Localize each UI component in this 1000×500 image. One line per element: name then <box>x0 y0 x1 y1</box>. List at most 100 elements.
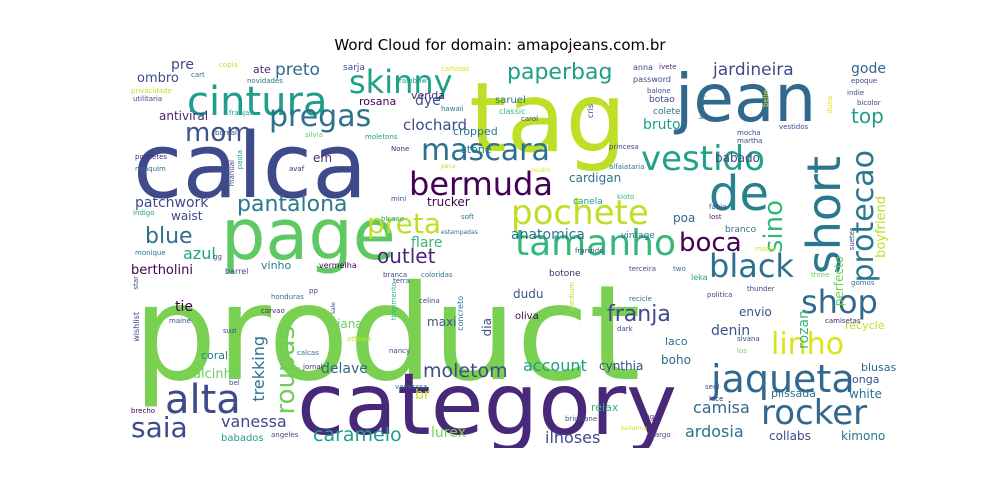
word-cardigan: cardigan <box>569 171 622 185</box>
word-bailarina: bailarina <box>621 425 648 432</box>
word-black: black <box>709 247 794 285</box>
word-manual: manual <box>228 160 236 187</box>
word-mini: mini <box>391 195 407 203</box>
word-botao: botao <box>649 95 675 105</box>
word-category: category <box>297 355 678 448</box>
word-flare: flare <box>411 235 443 251</box>
word-privacidade: privacidade <box>131 87 172 95</box>
word-lost: lost <box>709 213 722 221</box>
word-maine: maine <box>169 317 191 325</box>
word-bruto: bruto <box>643 117 681 133</box>
word-plissada: plissada <box>771 387 817 400</box>
word-carvao: carvao <box>261 307 285 315</box>
word-sale: sale <box>330 302 337 315</box>
word-neutro: neutro <box>531 167 551 174</box>
word-delave: delave <box>321 361 368 377</box>
word-terceira: terceira <box>629 265 657 273</box>
word-none: None <box>391 145 410 153</box>
word-page: page <box>221 194 396 276</box>
word-rainbow: rainbow <box>399 77 427 85</box>
word-longa: longa <box>849 373 880 386</box>
word-product: product <box>133 257 641 411</box>
word-nanquim: nanquim <box>135 165 166 173</box>
word-thunder: thunder <box>747 285 775 293</box>
word-envio: envio <box>739 305 772 319</box>
word-jaqueta: jaqueta <box>711 357 855 401</box>
word-three: three <box>811 271 830 279</box>
word-concreto: concreto <box>456 296 465 331</box>
word-stone: stone <box>461 143 492 156</box>
word-vanesssa: vanesssa <box>395 383 428 391</box>
word-princesa: princesa <box>609 143 639 151</box>
word-fabia: fabia <box>709 203 727 211</box>
word-carol: carol <box>521 115 539 123</box>
word-jardineira: jardineira <box>713 60 794 80</box>
word-roupas: roupas <box>271 326 301 415</box>
word-sueter: sueter <box>848 228 856 251</box>
word-boca: boca <box>679 228 742 258</box>
word-paola: paola <box>236 150 244 170</box>
word-trucker: trucker <box>427 195 470 209</box>
word-botone: botone <box>549 269 581 279</box>
word-franja: franja <box>607 302 671 327</box>
page-title: Word Cloud for domain: amapojeans.com.br <box>334 36 666 54</box>
word-branca: branca <box>383 271 408 279</box>
word-laco: laco <box>665 335 688 348</box>
word-brecho: brecho <box>131 407 156 415</box>
word-silvia: silvia <box>305 131 323 139</box>
word-dye: dye <box>415 93 441 109</box>
word-franzido: franzido <box>575 247 604 255</box>
word-de: de <box>709 166 769 222</box>
word-honduras: honduras <box>271 293 304 301</box>
word-kioto: kioto <box>617 193 635 201</box>
word-lurex: lurex <box>431 425 466 441</box>
word-copia: copia <box>219 61 238 69</box>
word-blue: blue <box>145 224 193 249</box>
word-vestidos: vestidos <box>779 123 809 131</box>
word-ate: ate <box>253 63 271 76</box>
word-balone: balone <box>647 87 671 95</box>
word-tie: tie <box>175 299 193 315</box>
word-jean: jean <box>675 60 817 137</box>
word-ottawa: ottawa <box>347 335 372 343</box>
word-bertholini: bertholini <box>131 263 193 278</box>
word-ardosia: ardosia <box>685 422 744 441</box>
word-mocha: mocha <box>737 129 761 137</box>
word-bermuda: bermuda <box>409 165 553 203</box>
word-pochetes: pochetes <box>135 153 168 161</box>
word-poa: poa <box>673 211 696 225</box>
word-utilitaria: utilitaria <box>133 95 163 103</box>
word-maxi: maxi <box>427 315 457 329</box>
word-nancy: nancy <box>389 347 411 355</box>
word-ivete: ivete <box>659 63 677 71</box>
word-rocker: rocker <box>761 393 868 433</box>
word-monique: monique <box>135 249 166 257</box>
word-jornal: jornal <box>303 363 323 371</box>
word-rosana: rosana <box>359 95 397 108</box>
word-perfecto: perfecto <box>832 256 846 307</box>
word-gomos: gomos <box>851 279 875 287</box>
word-leka: leka <box>691 273 708 282</box>
word-azul: azul <box>183 244 216 263</box>
word-vintage: vintage <box>621 231 655 241</box>
word-mascara: mascara <box>421 133 550 168</box>
word-two: two <box>673 265 686 273</box>
word-hawaii: hawaii <box>441 105 464 113</box>
word-politica: politica <box>707 291 733 299</box>
word-celina: celina <box>419 297 440 305</box>
word-rozan: rozan <box>796 310 812 349</box>
word-linho: linho <box>771 327 845 362</box>
word-barrel: barrel <box>225 267 249 276</box>
word-colete: colete <box>653 107 681 117</box>
word-anatomica: anatomica <box>511 227 585 243</box>
word-cynthia: cynthia <box>599 359 644 373</box>
word-password: password <box>633 75 671 84</box>
word-star: star <box>132 276 140 290</box>
word-belle: belle <box>762 90 770 107</box>
word-cris: cris <box>586 104 595 119</box>
word-manu: manu <box>755 245 775 253</box>
word-estampadas: estampadas <box>441 229 478 236</box>
word-avaf: avaf <box>289 165 305 173</box>
word-coloridas: coloridas <box>421 271 453 279</box>
word-ombro: ombro <box>137 71 179 86</box>
